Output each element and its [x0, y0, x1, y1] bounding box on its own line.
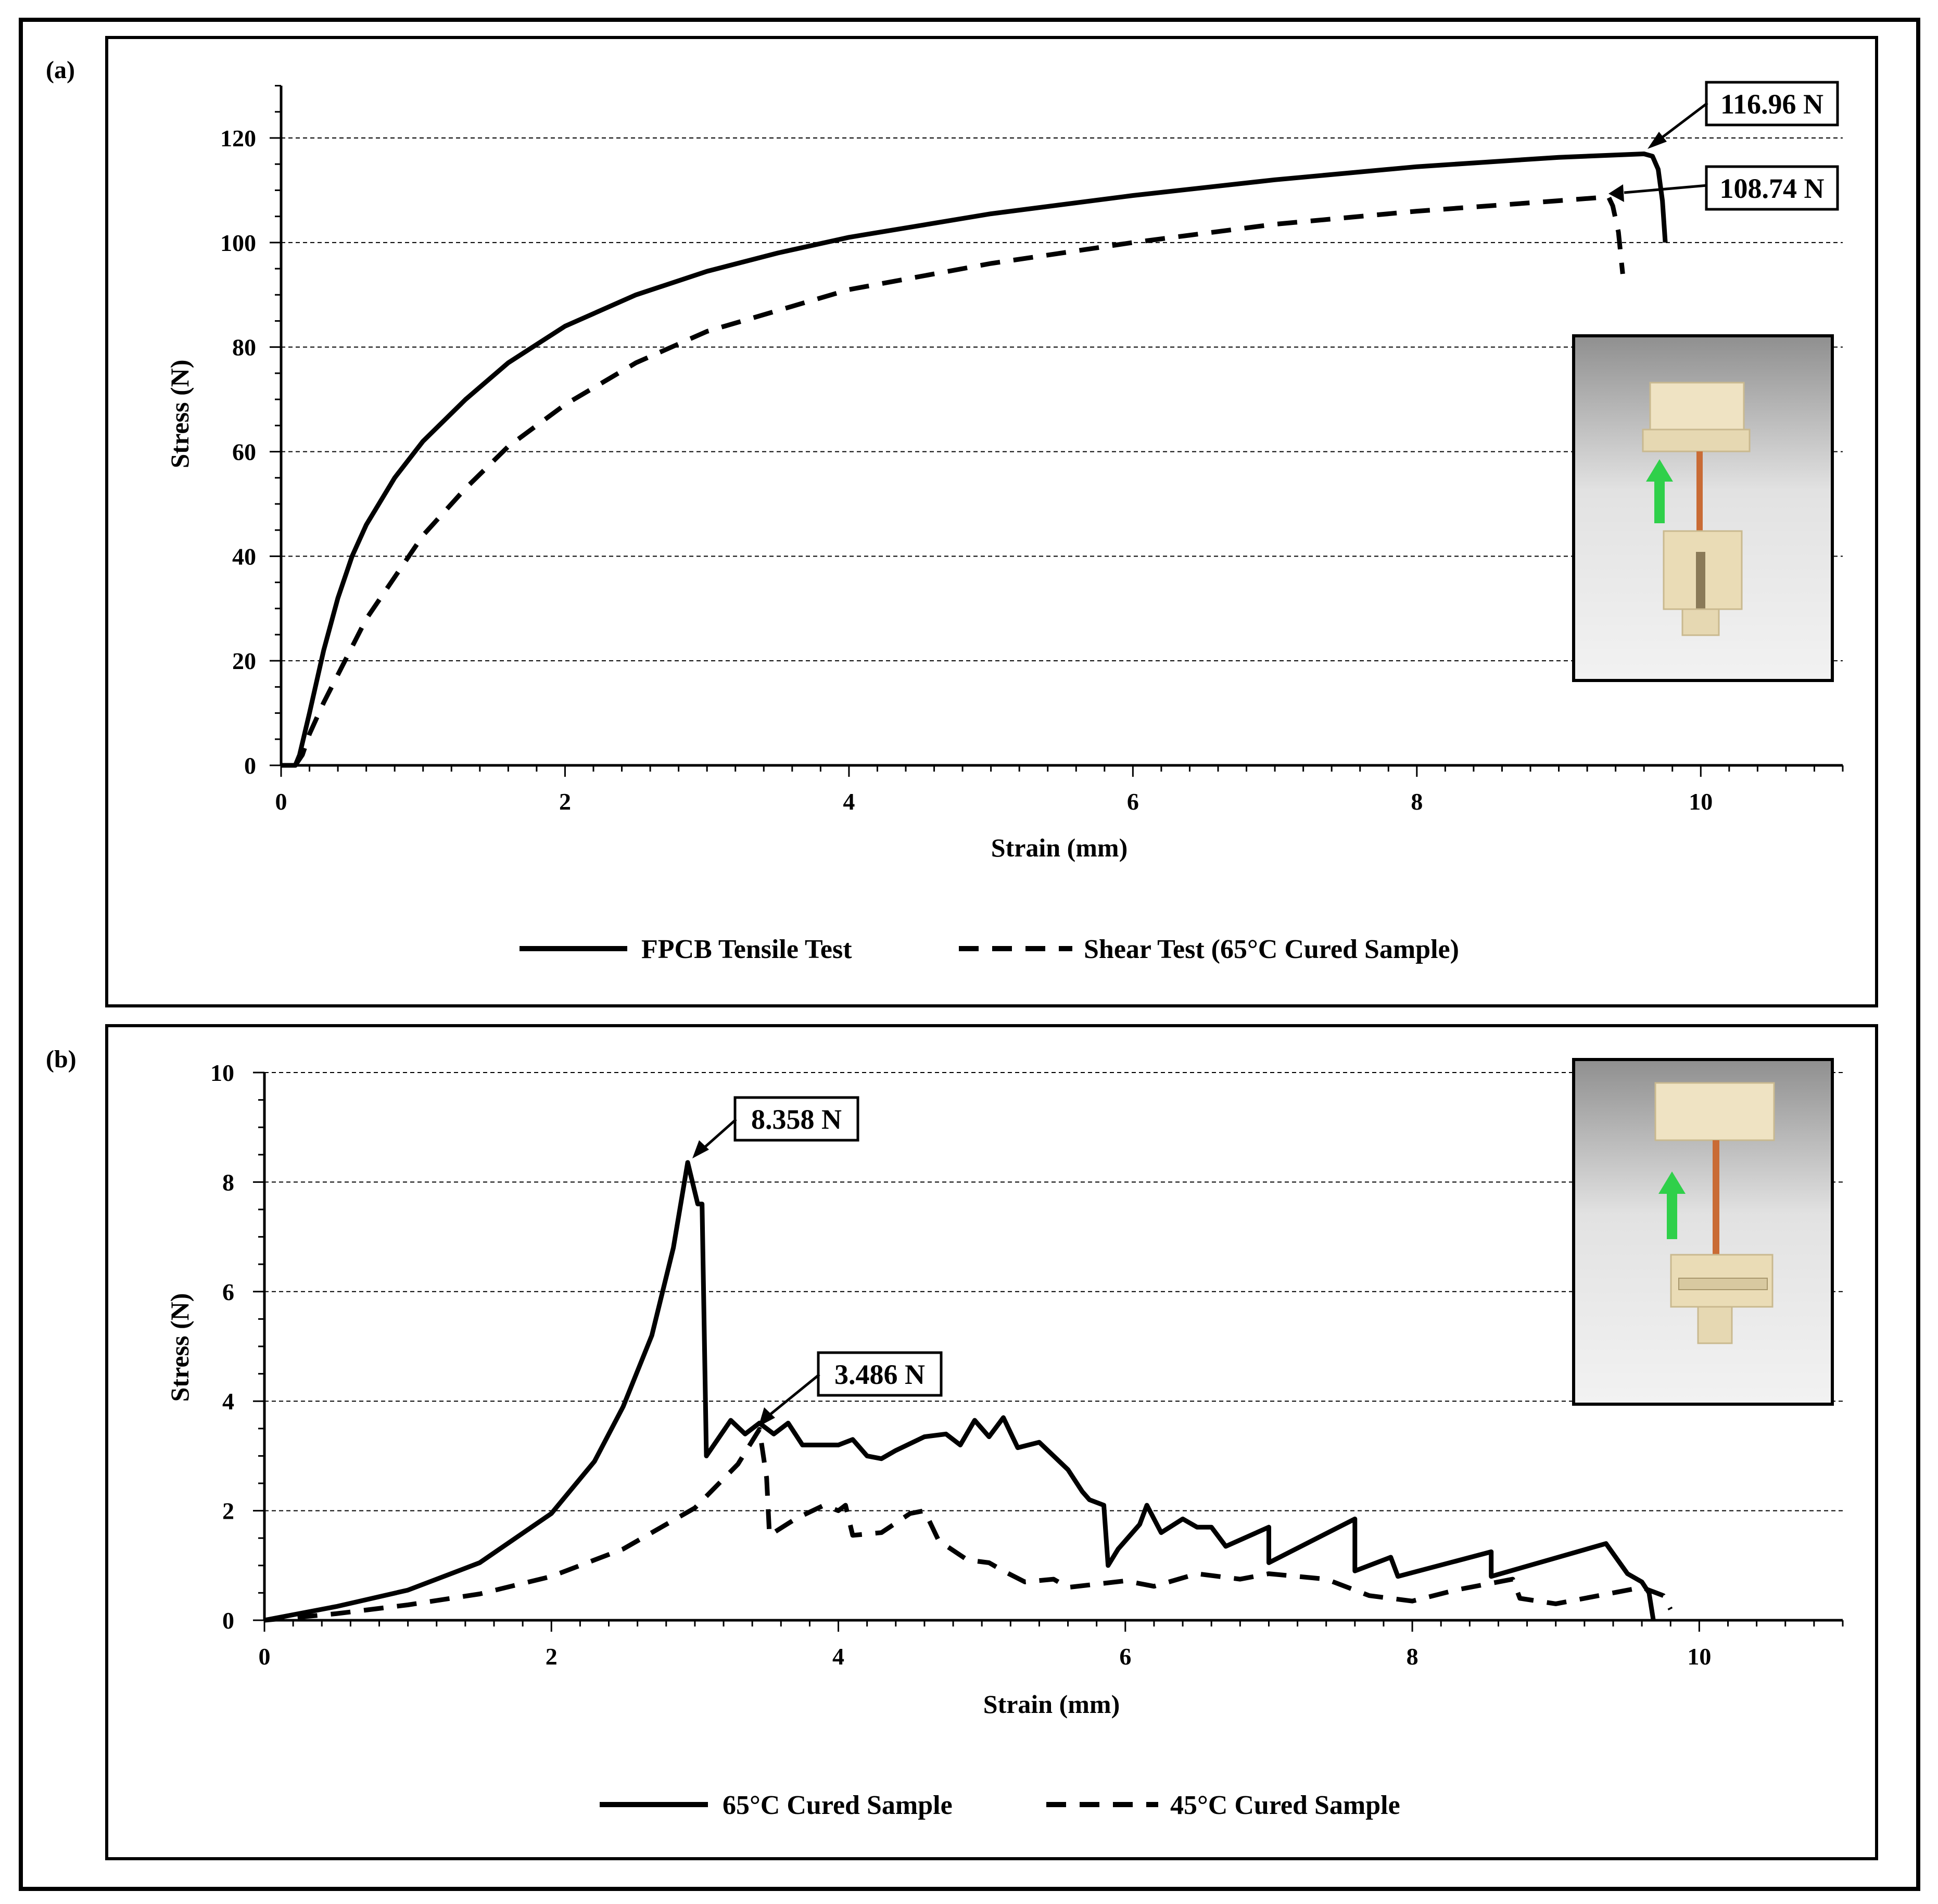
series-line-solid: [264, 1160, 1656, 1623]
callout-116-96: 116.96 N: [1648, 81, 1839, 149]
y-tick-label: 6: [222, 1279, 234, 1305]
x-tick-label: 10: [1687, 1643, 1711, 1670]
legend-label-fpcb: FPCB Tensile Test: [641, 935, 852, 964]
y-tick-label: 10: [210, 1060, 234, 1086]
panel-a-legend: FPCB Tensile Test Shear Test (65°C Cured…: [520, 935, 1459, 964]
x-tick-label: 8: [1411, 788, 1423, 815]
series-line-dashed: [264, 1427, 1673, 1623]
panel-b-legend: 65°C Cured Sample 45°C Cured Sample: [600, 1790, 1400, 1820]
series-line-solid: [281, 152, 1668, 768]
x-tick-label: 0: [259, 1643, 271, 1670]
y-tick-label: 80: [232, 334, 256, 361]
outer-frame: [19, 18, 1920, 1891]
panel-a-inset-illustration: [1572, 334, 1834, 682]
x-tick-label: 2: [559, 788, 571, 815]
panel-b-letter: (b): [46, 1045, 77, 1073]
y-tick-label: 20: [232, 648, 256, 674]
y-tick-label: 40: [232, 543, 256, 570]
panel-b-y-axis-title: Stress (N): [165, 1293, 194, 1402]
svg-text:108.74 N: 108.74 N: [1720, 173, 1825, 204]
svg-text:3.486 N: 3.486 N: [834, 1359, 925, 1390]
y-tick-label: 0: [222, 1607, 234, 1634]
panel-a-frame: [105, 36, 1878, 1007]
panel-b-frame: [105, 1024, 1878, 1860]
y-tick-label: 4: [222, 1388, 234, 1415]
x-tick-label: 6: [1119, 1643, 1131, 1670]
x-tick-label: 0: [275, 788, 287, 815]
panel-a-x-axis-title: Strain (mm): [991, 833, 1128, 862]
panel-b-inset-illustration: [1572, 1058, 1834, 1406]
callout-108-74: 108.74 N: [1608, 165, 1839, 211]
panel-b-axes: 0 2 4 6 8 10 0 2 4 6 8 10: [210, 1060, 1844, 1670]
callout-3-486: 3.486 N: [758, 1351, 943, 1427]
panel-b: (b) 0 2 4 6 8 10 0 2 4 6 8 10 Strain (mm) Stress (N…: [46, 1024, 1878, 1860]
y-tick-label: 100: [220, 230, 256, 256]
y-tick-label: 120: [220, 125, 256, 152]
panel-a-series: [281, 152, 1668, 768]
x-tick-label: 10: [1689, 788, 1713, 815]
legend-label-45c: 45°C Cured Sample: [1170, 1790, 1400, 1820]
panel-b-x-axis-title: Strain (mm): [983, 1689, 1120, 1719]
y-tick-label: 2: [222, 1498, 234, 1524]
x-tick-label: 4: [832, 1643, 844, 1670]
series-line-dashed: [293, 194, 1625, 767]
y-tick-label: 0: [244, 752, 256, 779]
callout-8-358: 8.358 N: [692, 1096, 859, 1158]
x-tick-label: 6: [1127, 788, 1139, 815]
y-tick-label: 8: [222, 1169, 234, 1195]
legend-label-shear: Shear Test (65°C Cured Sample): [1084, 935, 1459, 964]
panel-a-y-axis-title: Stress (N): [165, 360, 194, 469]
x-tick-label: 8: [1407, 1643, 1418, 1670]
x-tick-label: 4: [843, 788, 855, 815]
svg-text:8.358 N: 8.358 N: [751, 1104, 842, 1135]
legend-label-65c: 65°C Cured Sample: [723, 1790, 953, 1820]
svg-text:116.96 N: 116.96 N: [1720, 89, 1823, 120]
panel-b-series: [264, 1160, 1673, 1623]
panel-a-letter: (a): [46, 56, 75, 84]
x-tick-label: 2: [546, 1643, 558, 1670]
y-tick-label: 60: [232, 439, 256, 465]
